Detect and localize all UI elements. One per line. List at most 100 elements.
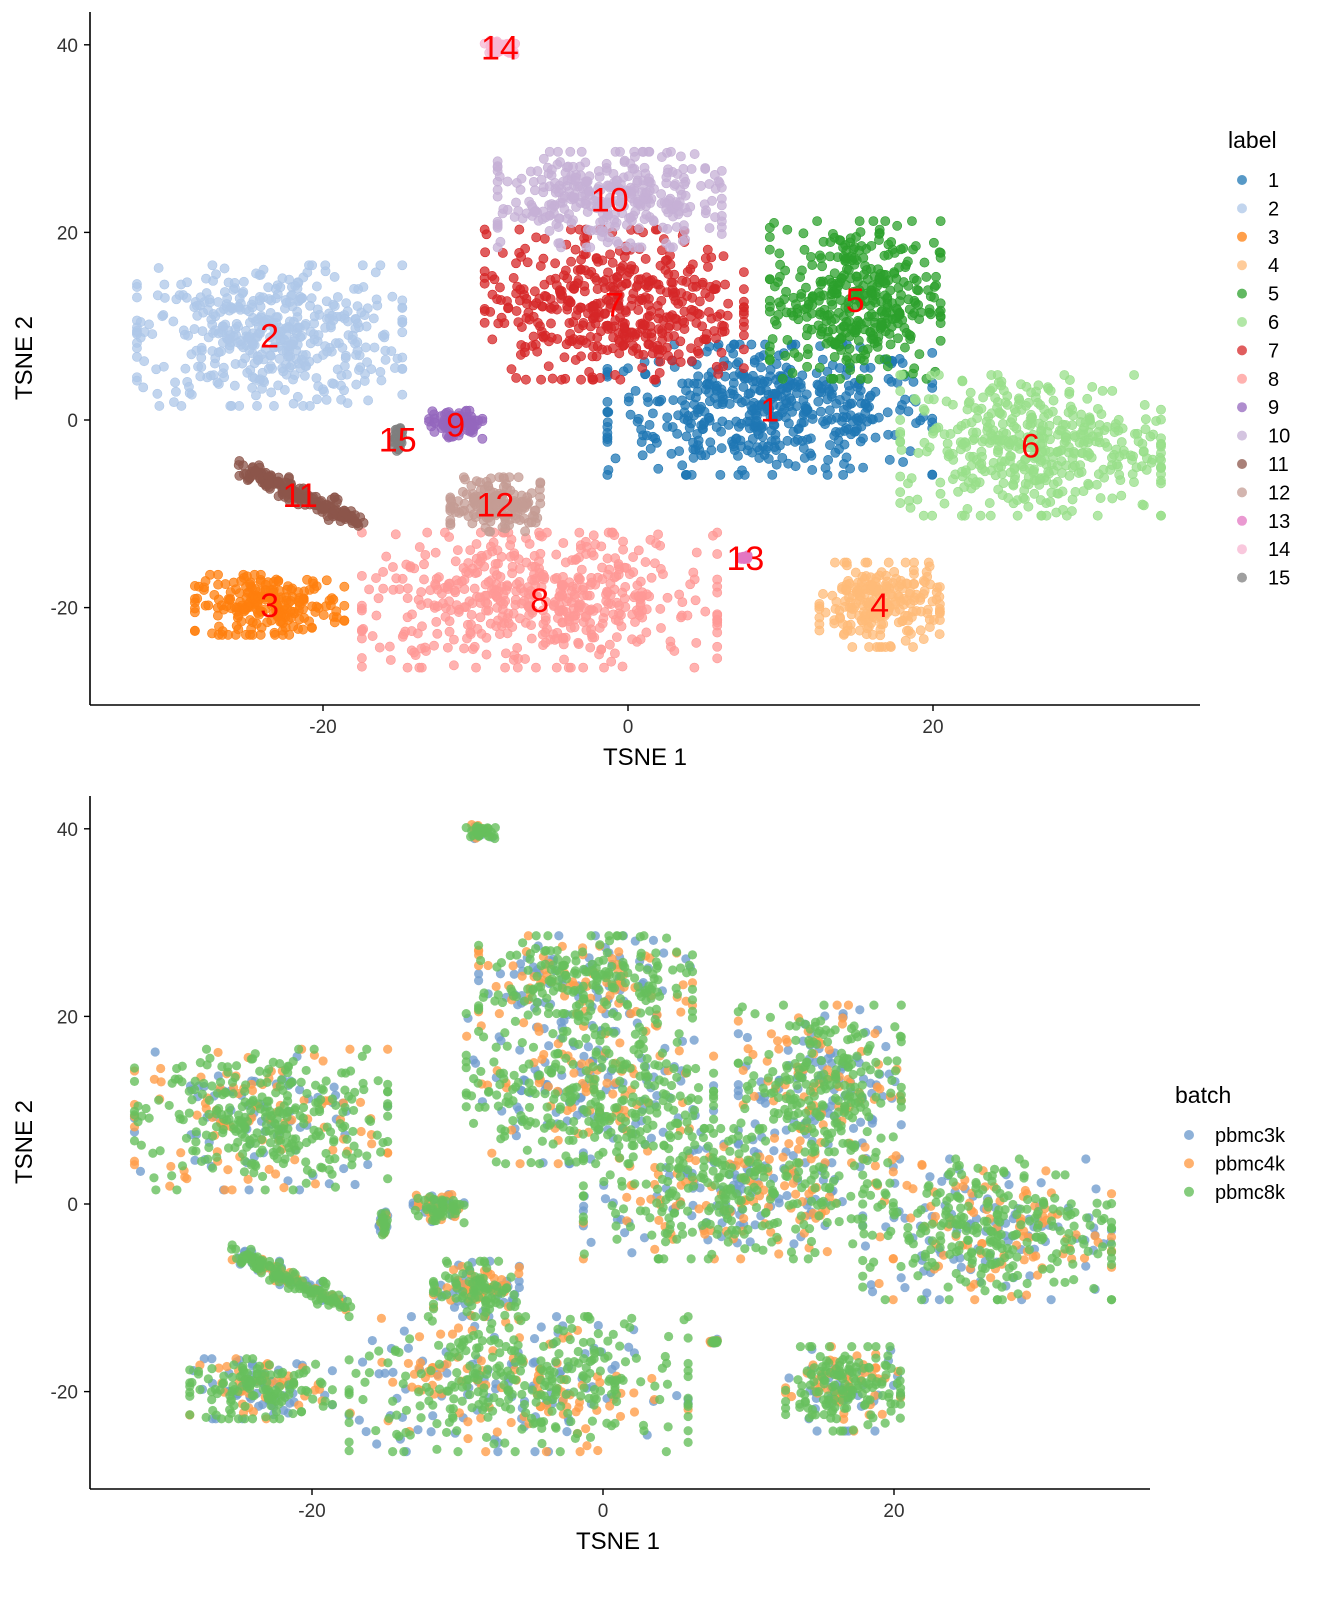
legend-label-9: 9	[1268, 397, 1279, 419]
point-cluster-8	[385, 655, 396, 665]
point-cluster-2	[341, 350, 351, 361]
point-cluster-10	[629, 163, 640, 174]
point-cluster-7	[481, 229, 492, 240]
point-cluster-2	[178, 325, 189, 336]
legend-label-13: 13	[1268, 511, 1290, 533]
point-pbmc3k	[579, 1201, 589, 1211]
point-cluster-8	[712, 620, 723, 631]
point-pbmc3k	[1036, 1178, 1046, 1188]
point-cluster-7	[514, 247, 525, 258]
point-cluster-8	[640, 557, 651, 567]
point-cluster-2	[208, 275, 218, 286]
point-cluster-6	[895, 471, 906, 482]
point-cluster-7	[480, 247, 491, 258]
point-cluster-6	[986, 370, 997, 380]
point-cluster-10	[716, 222, 727, 233]
point-cluster-1	[927, 382, 938, 393]
point-cluster-1	[898, 457, 908, 467]
point-cluster-8	[619, 562, 630, 573]
point-cluster-6	[1067, 494, 1078, 505]
point-cluster-12	[529, 505, 540, 516]
point-cluster-6	[1155, 452, 1165, 463]
point-cluster-12	[518, 501, 529, 512]
point-cluster-2	[196, 352, 207, 363]
point-pbmc3k	[361, 1426, 371, 1437]
point-cluster-1	[883, 374, 894, 384]
point-cluster-6	[960, 418, 971, 429]
point-cluster-6	[1005, 456, 1015, 466]
point-cluster-1	[793, 376, 803, 387]
point-cluster-11	[316, 495, 327, 506]
point-cluster-2	[397, 327, 408, 338]
legend-label-1: 1	[1268, 170, 1279, 192]
point-cluster-4	[934, 582, 945, 592]
point-cluster-7	[739, 284, 749, 295]
point-cluster-8	[482, 598, 493, 609]
point-cluster-9	[429, 426, 440, 437]
point-cluster-3	[313, 602, 324, 613]
point-cluster-5	[830, 338, 841, 349]
point-cluster-1	[754, 453, 765, 463]
point-cluster-8	[397, 631, 408, 642]
point-cluster-4	[921, 566, 932, 577]
point-cluster-4	[861, 629, 872, 640]
point-cluster-2	[222, 293, 233, 304]
legend-key-8	[1237, 373, 1247, 384]
point-cluster-7	[673, 349, 684, 360]
point-cluster-1	[766, 425, 777, 436]
point-cluster-1	[739, 372, 750, 382]
point-cluster-1	[823, 384, 834, 395]
point-cluster-6	[942, 438, 953, 449]
point-cluster-10	[668, 242, 678, 253]
point-cluster-1	[915, 415, 926, 426]
point-cluster-6	[1102, 442, 1113, 452]
point-cluster-2	[397, 364, 408, 374]
point-cluster-5	[923, 285, 933, 296]
point-cluster-7	[506, 364, 517, 375]
point-cluster-1	[648, 431, 658, 442]
point-cluster-7	[479, 317, 490, 328]
point-cluster-3	[294, 614, 305, 625]
point-cluster-2	[254, 292, 265, 302]
point-cluster-5	[781, 286, 791, 297]
point-cluster-7	[487, 334, 498, 345]
point-cluster-5	[828, 228, 838, 239]
point-cluster-7	[559, 270, 569, 281]
point-cluster-6	[1116, 490, 1127, 501]
point-pbmc3k	[672, 1390, 682, 1401]
point-cluster-1	[860, 399, 871, 410]
point-cluster-1	[927, 469, 938, 480]
point-cluster-6	[984, 498, 995, 508]
point-cluster-1	[680, 400, 691, 411]
point-cluster-7	[591, 351, 602, 362]
point-pbmc3k	[388, 1367, 398, 1377]
point-cluster-8	[552, 627, 563, 638]
point-cluster-7	[691, 281, 702, 292]
point-cluster-8	[596, 541, 607, 552]
point-cluster-2	[304, 356, 315, 367]
point-cluster-3	[199, 582, 209, 593]
point-cluster-8	[632, 580, 643, 591]
point-cluster-8	[599, 662, 609, 673]
point-cluster-2	[180, 363, 191, 374]
point-cluster-5	[819, 310, 830, 321]
point-cluster-2	[230, 324, 241, 334]
point-cluster-10	[680, 190, 691, 201]
point-cluster-5	[893, 333, 903, 344]
point-cluster-7	[521, 313, 532, 323]
legend-label-2: 2	[1268, 198, 1279, 220]
point-cluster-7	[576, 351, 586, 362]
point-cluster-2	[249, 373, 260, 384]
point-cluster-5	[777, 373, 788, 384]
x-tick-label: 0	[623, 717, 634, 738]
point-cluster-1	[729, 441, 739, 452]
point-cluster-10	[492, 184, 503, 195]
point-cluster-7	[479, 278, 490, 289]
point-cluster-8	[388, 562, 398, 572]
point-cluster-7	[679, 324, 690, 334]
legend-key-11	[1237, 459, 1247, 469]
point-cluster-7	[527, 341, 538, 351]
y-axis-title: TSNE 2	[11, 316, 38, 400]
point-cluster-2	[159, 279, 170, 290]
